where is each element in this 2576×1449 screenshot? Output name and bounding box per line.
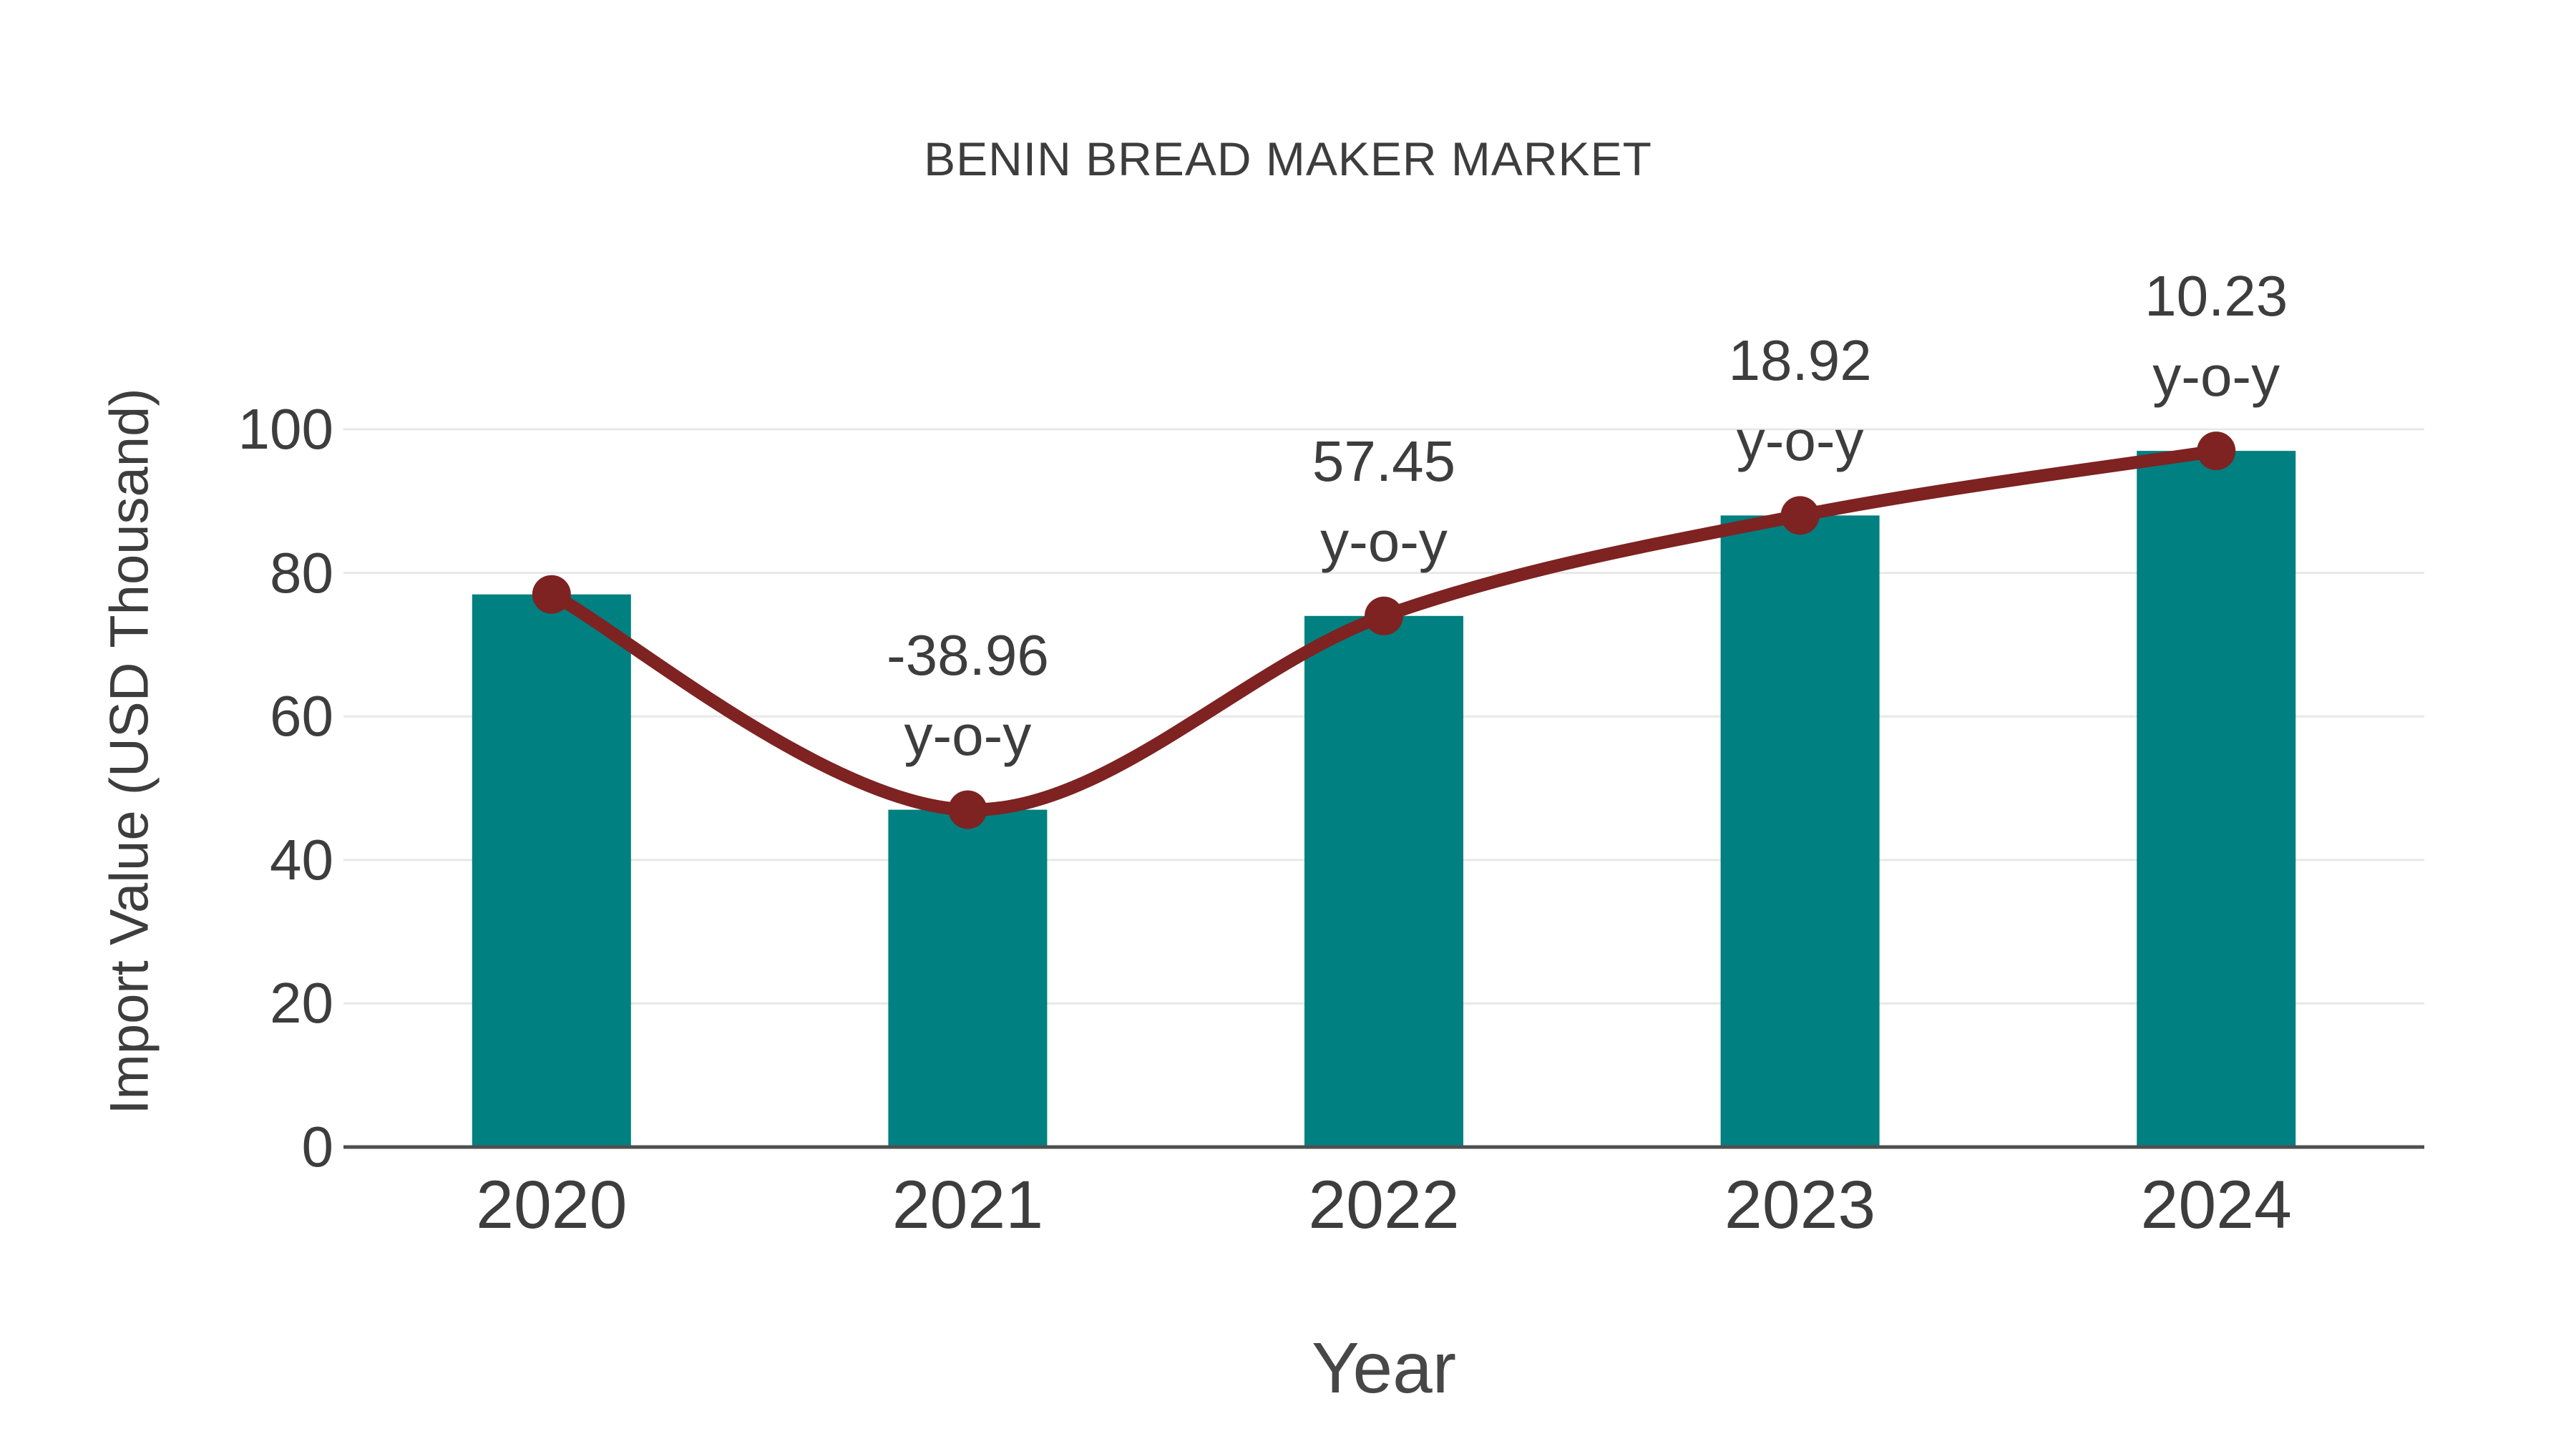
- yoy-annotation-2023: 18.92 y-o-y: [1579, 321, 2022, 481]
- yoy-value: 10.23: [2145, 264, 2288, 328]
- y-tick-label-20: 20: [270, 971, 333, 1035]
- yoy-label: y-o-y: [1736, 409, 1864, 473]
- y-tick-label-60: 60: [270, 684, 333, 748]
- x-tick-label-2023: 2023: [1724, 1167, 1876, 1243]
- x-tick-label-2020: 2020: [476, 1167, 628, 1243]
- yoy-label: y-o-y: [2152, 344, 2280, 409]
- yoy-value: 57.45: [1312, 429, 1456, 493]
- yoy-label: y-o-y: [904, 703, 1032, 767]
- bar-2023: [1720, 515, 1880, 1147]
- yoy-value: -38.96: [886, 623, 1049, 687]
- yoy-annotation-2022: 57.45 y-o-y: [1162, 421, 1606, 582]
- x-tick-label-2021: 2021: [892, 1167, 1044, 1243]
- bar-2021: [888, 809, 1048, 1147]
- y-tick-label-40: 40: [270, 827, 333, 892]
- line-marker-2023: [1780, 496, 1820, 535]
- bar-2024: [2137, 451, 2296, 1147]
- bar-2022: [1304, 615, 1463, 1147]
- yoy-label: y-o-y: [1320, 509, 1448, 573]
- bar-2020: [472, 594, 631, 1147]
- yoy-value: 18.92: [1728, 328, 1872, 393]
- chart-title: BENIN BREAD MAKER MARKET: [924, 132, 1652, 185]
- y-tick-label-0: 0: [301, 1115, 334, 1179]
- yoy-annotation-2024: 10.23 y-o-y: [1994, 256, 2438, 416]
- y-tick-label-80: 80: [270, 540, 333, 605]
- x-tick-label-2022: 2022: [1308, 1167, 1460, 1243]
- x-tick-label-2024: 2024: [2140, 1167, 2292, 1243]
- y-tick-label-100: 100: [238, 397, 333, 461]
- line-marker-2020: [532, 575, 571, 614]
- line-marker-2024: [2197, 431, 2236, 471]
- line-marker-2021: [948, 790, 987, 829]
- x-axis-title: Year: [1311, 1328, 1457, 1408]
- yoy-annotation-2021: -38.96 y-o-y: [746, 615, 1189, 776]
- line-marker-2022: [1365, 596, 1403, 635]
